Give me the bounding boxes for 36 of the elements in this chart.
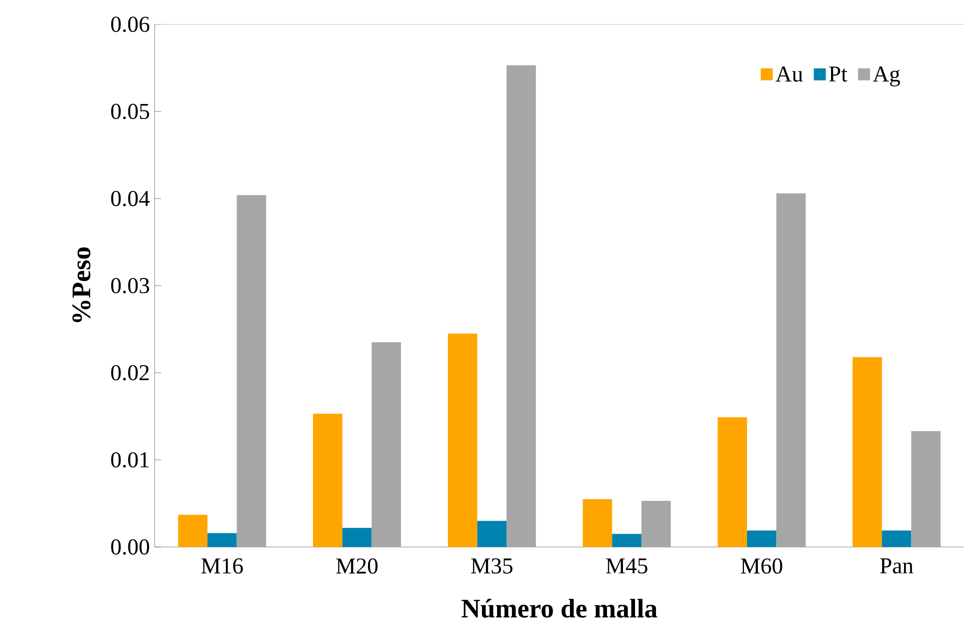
y-tick-label: 0.05 (111, 104, 150, 120)
bar (852, 357, 882, 547)
y-tick-label: 0.02 (111, 365, 149, 380)
y-tick-label: 0.01 (111, 452, 149, 468)
x-tick-label: M60 (740, 558, 782, 574)
y-tick-label: 0.06 (111, 16, 150, 32)
bar (207, 533, 237, 547)
x-tick-label: M20 (336, 558, 378, 574)
legend-label: Au (776, 66, 803, 82)
legend-label: Pt (829, 66, 848, 82)
bar (718, 417, 748, 547)
y-tick-label: 0.00 (111, 539, 150, 555)
bar (236, 195, 266, 547)
bar (313, 414, 342, 547)
bar (641, 500, 671, 547)
x-tick-label: Pan (880, 558, 914, 574)
bar (372, 342, 402, 547)
bar (882, 530, 912, 547)
x-tick-label: M16 (201, 558, 243, 574)
bar (342, 528, 372, 547)
bar (612, 534, 642, 547)
bar (582, 499, 612, 547)
bar (477, 520, 507, 547)
bar (448, 334, 478, 547)
y-axis-title: %Peso (72, 247, 90, 322)
x-tick-label: M35 (471, 558, 512, 574)
bar (747, 530, 776, 547)
x-tick-label: M45 (606, 558, 648, 574)
bar (178, 514, 208, 547)
y-tick-label: 0.03 (111, 278, 150, 294)
x-axis-title: Número de malla (462, 598, 658, 618)
y-tick-label: 0.04 (111, 190, 150, 206)
legend-label: Ag (872, 66, 900, 86)
bar (776, 193, 806, 547)
bar (911, 431, 941, 547)
bar (506, 65, 536, 547)
